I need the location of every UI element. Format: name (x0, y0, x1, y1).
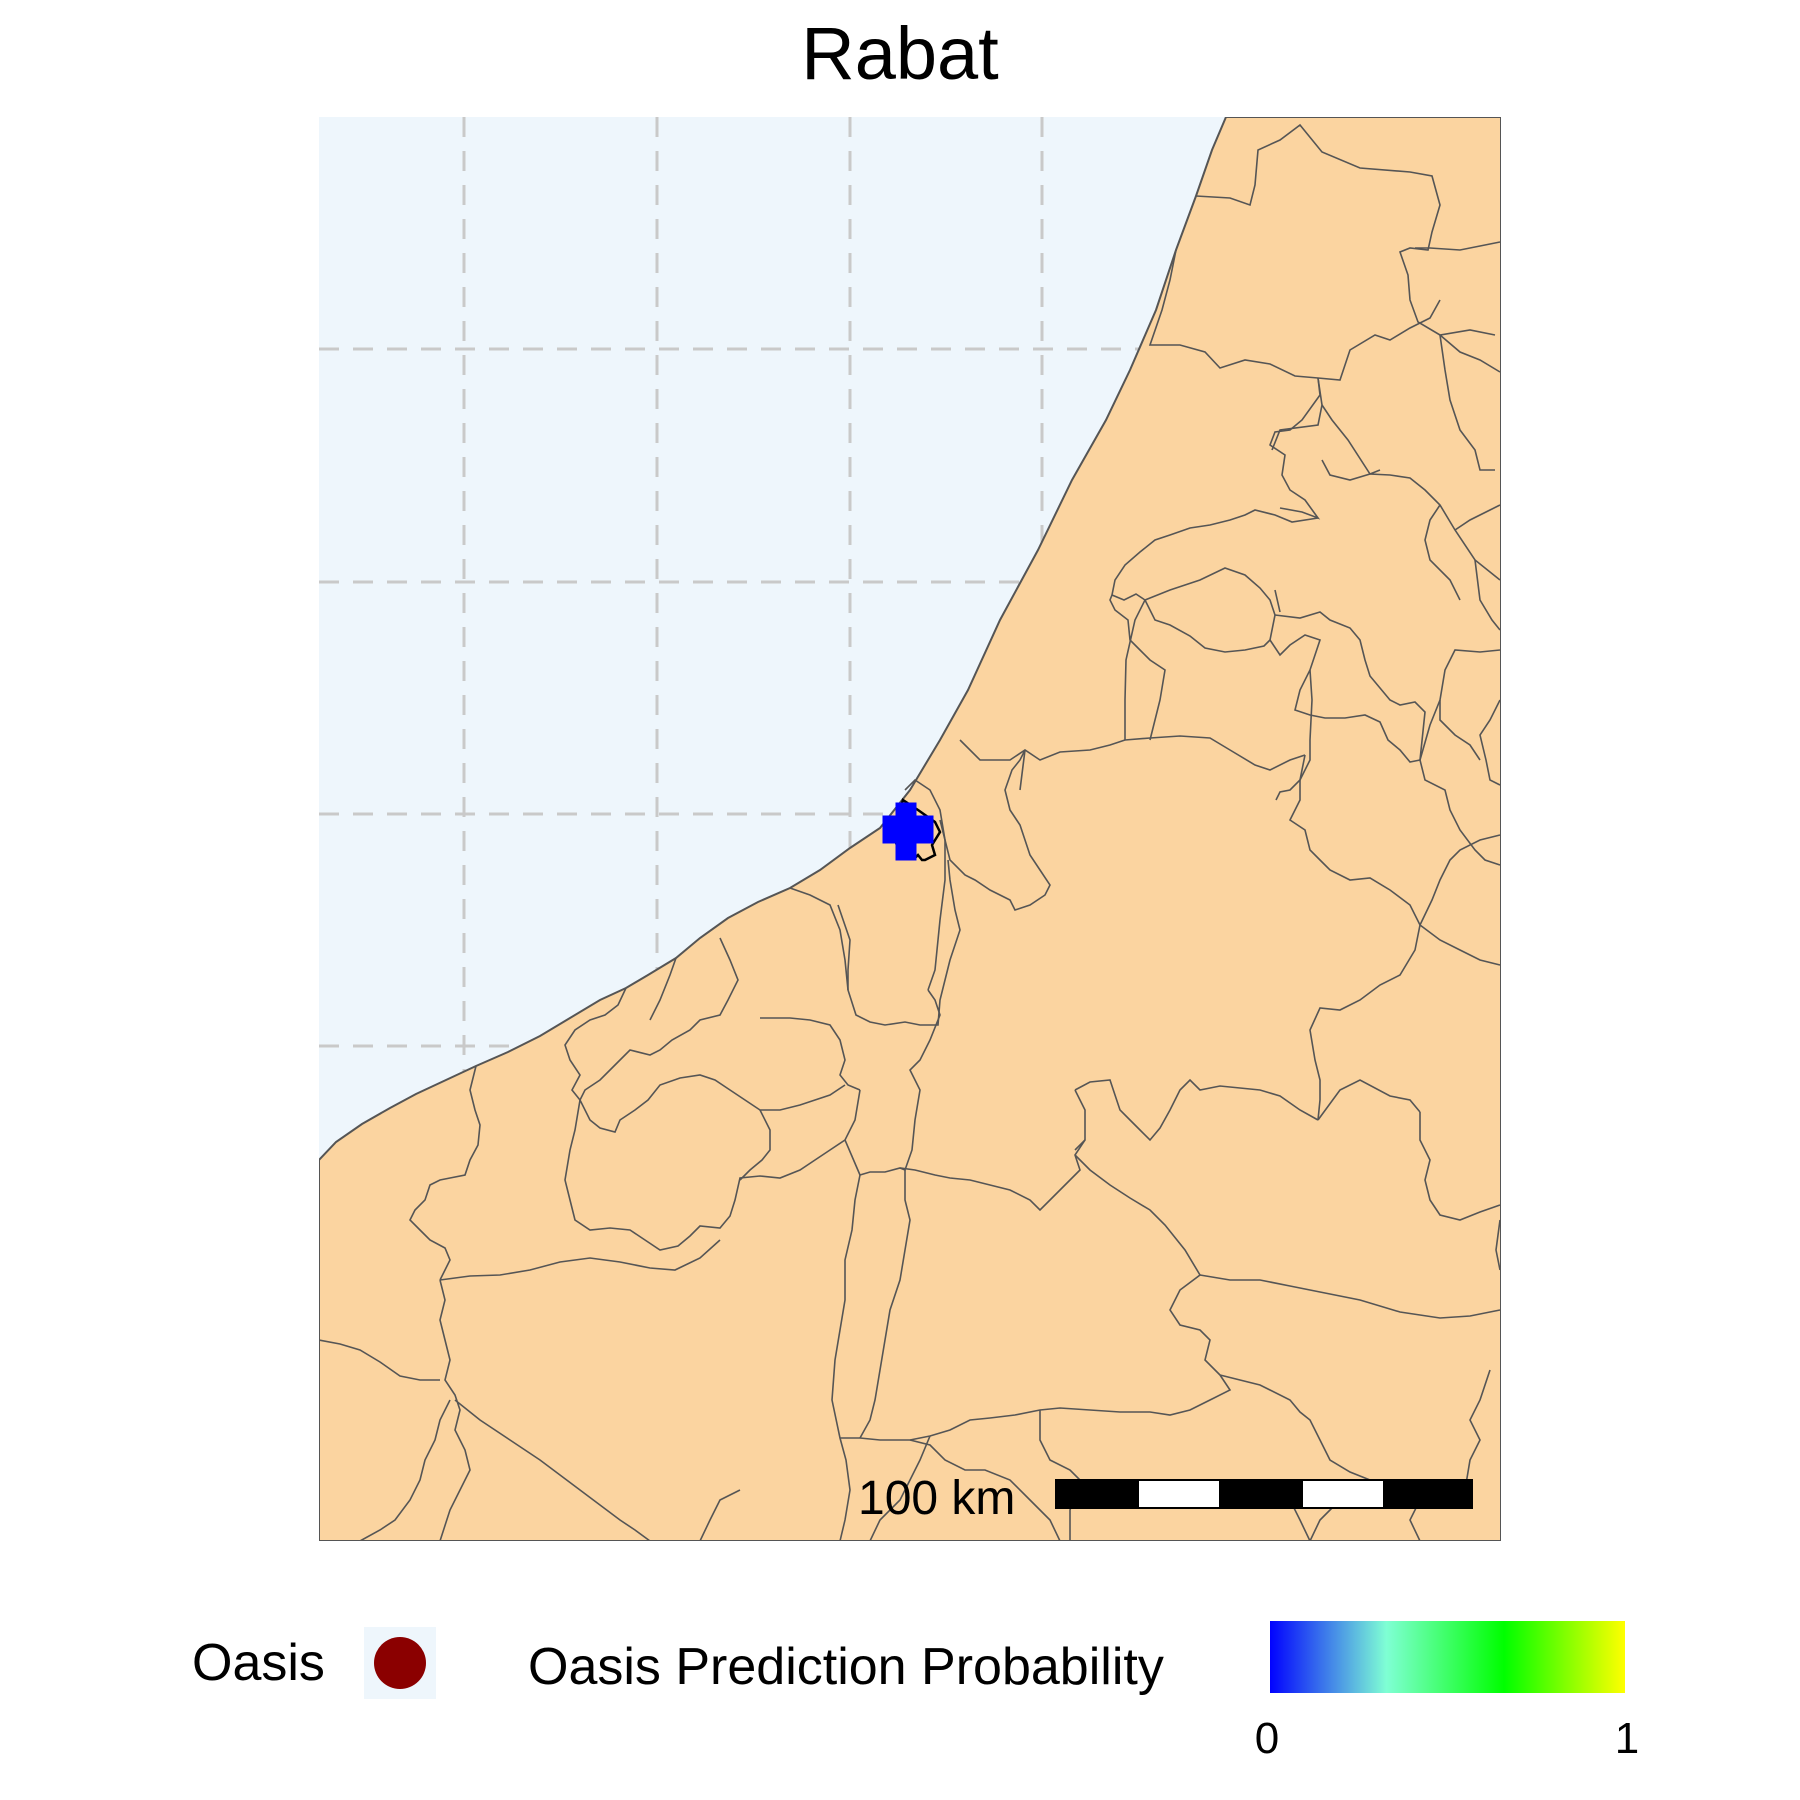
rabat-city-marker (882, 798, 942, 862)
legend-colorbar (1268, 1621, 1625, 1693)
colorbar-min-label: 0 (1254, 1714, 1280, 1763)
legend-probability-label: Oasis Prediction Probability (528, 1638, 1164, 1696)
legend-oasis-dot-icon (374, 1637, 426, 1689)
legend-oasis-label: Oasis (192, 1634, 325, 1692)
scale-bar (1055, 1479, 1473, 1509)
map-title: Rabat (801, 12, 999, 95)
colorbar-max-label: 1 (1614, 1714, 1640, 1763)
scale-bar-label: 100 km (858, 1472, 1016, 1525)
admin-boundaries (319, 123, 1501, 1541)
